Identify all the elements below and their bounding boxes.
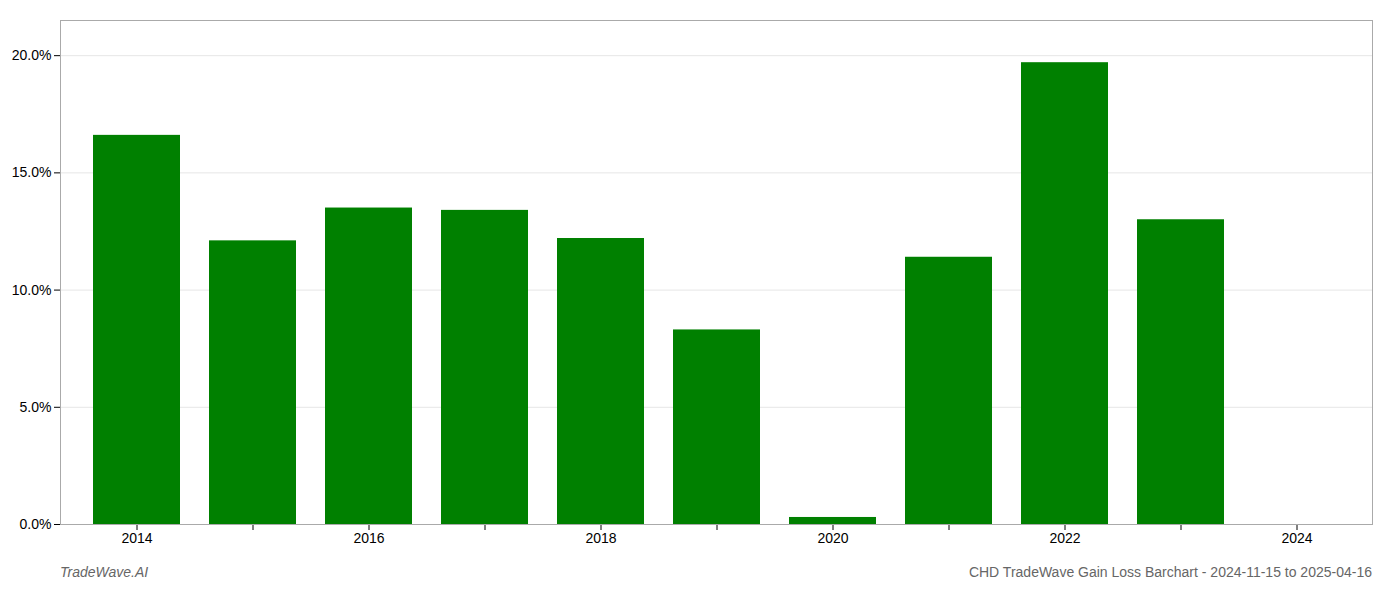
svg-text:10.0%: 10.0% xyxy=(12,282,52,298)
svg-text:15.0%: 15.0% xyxy=(12,164,52,180)
svg-text:2022: 2022 xyxy=(1049,530,1080,546)
svg-text:2014: 2014 xyxy=(121,530,152,546)
svg-text:2020: 2020 xyxy=(817,530,848,546)
html-text:CHD TradeWave Gain Loss Barcha: CHD TradeWave Gain Loss Barchart - 2024-… xyxy=(968,564,1372,580)
svg-text:2024: 2024 xyxy=(1281,530,1312,546)
svg-text:2018: 2018 xyxy=(585,530,616,546)
html-text:TradeWave.AI: TradeWave.AI xyxy=(60,564,149,580)
svg-text:20.0%: 20.0% xyxy=(12,47,52,63)
svg-text:0.0%: 0.0% xyxy=(20,516,52,532)
svg-text:2016: 2016 xyxy=(353,530,384,546)
svg-text:5.0%: 5.0% xyxy=(20,399,52,415)
